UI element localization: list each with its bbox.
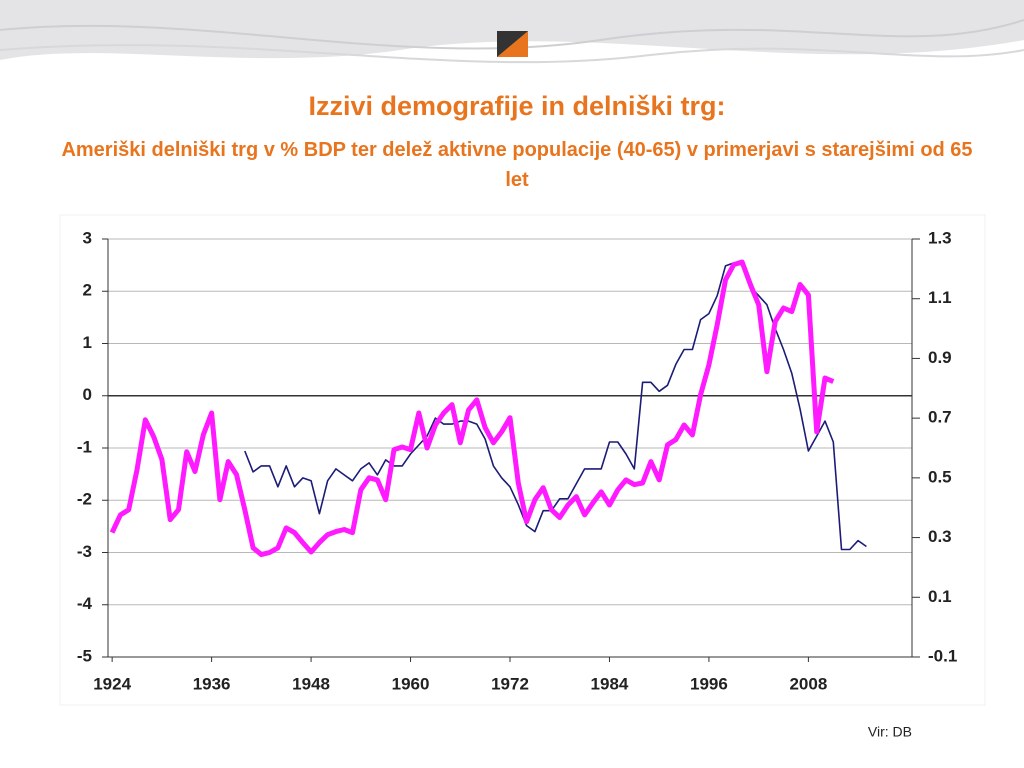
y-tick-label: -2 bbox=[77, 490, 92, 509]
x-tick-label: 1972 bbox=[491, 674, 529, 693]
y2-tick-label: 0.7 bbox=[928, 408, 952, 427]
series-line bbox=[244, 262, 867, 551]
x-tick-label: 1948 bbox=[292, 674, 330, 693]
y2-tick-label: 0.9 bbox=[928, 348, 952, 367]
y-tick-label: 0 bbox=[83, 385, 92, 404]
y-tick-label: -5 bbox=[77, 646, 92, 665]
x-tick-label: 1936 bbox=[193, 674, 231, 693]
source: Vir: DB bbox=[868, 724, 912, 740]
x-tick-label: 1984 bbox=[591, 674, 629, 693]
chart-title: Izzivi demografije in delniški trg: bbox=[308, 91, 725, 121]
x-tick-label: 2008 bbox=[789, 674, 827, 693]
y2-tick-label: 1.1 bbox=[928, 288, 952, 307]
y-tick-label: 2 bbox=[83, 281, 92, 300]
series-line bbox=[109, 259, 835, 558]
y-tick-label: -1 bbox=[77, 437, 92, 456]
y2-tick-label: -0.1 bbox=[928, 646, 957, 665]
chart-subtitle: Ameriški delniški trg v % BDP ter delež … bbox=[61, 139, 973, 191]
y-tick-label: 3 bbox=[83, 228, 92, 247]
x-tick-label: 1924 bbox=[93, 674, 131, 693]
header-decoration bbox=[0, 0, 1024, 64]
subtitle-box: Ameriški delniški trg v % BDP ter delež … bbox=[61, 139, 973, 191]
y2-tick-label: 0.3 bbox=[928, 527, 952, 546]
y-tick-label: -4 bbox=[77, 594, 93, 613]
y2-tick-label: 0.1 bbox=[928, 587, 952, 606]
x-tick-label: 1960 bbox=[392, 674, 430, 693]
plot: -5 -4 -3 -2 -1 0 1 2 3 -0.1 0.1 0.3 0.5 0.7 0.9 1.1 1.3 1… bbox=[77, 228, 957, 693]
y2-tick-label: 1.3 bbox=[928, 228, 952, 247]
x-tick-label: 1996 bbox=[690, 674, 728, 693]
y-tick-label: -3 bbox=[77, 542, 92, 561]
y2-tick-label: 0.5 bbox=[928, 467, 952, 486]
y-tick-label: 1 bbox=[83, 333, 92, 352]
